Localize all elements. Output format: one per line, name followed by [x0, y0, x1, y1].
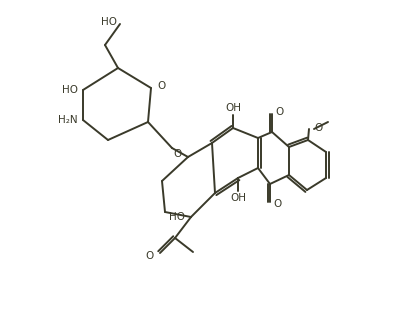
Text: O: O [157, 81, 165, 91]
Text: H₂N: H₂N [58, 115, 78, 125]
Text: HO: HO [169, 212, 185, 222]
Text: O: O [275, 107, 283, 117]
Text: O: O [146, 251, 154, 261]
Text: O: O [314, 123, 322, 133]
Text: OH: OH [230, 193, 246, 203]
Text: HO: HO [62, 85, 78, 95]
Text: O: O [273, 199, 281, 209]
Text: OH: OH [225, 103, 241, 113]
Text: HO: HO [101, 17, 117, 27]
Text: O: O [173, 149, 181, 159]
